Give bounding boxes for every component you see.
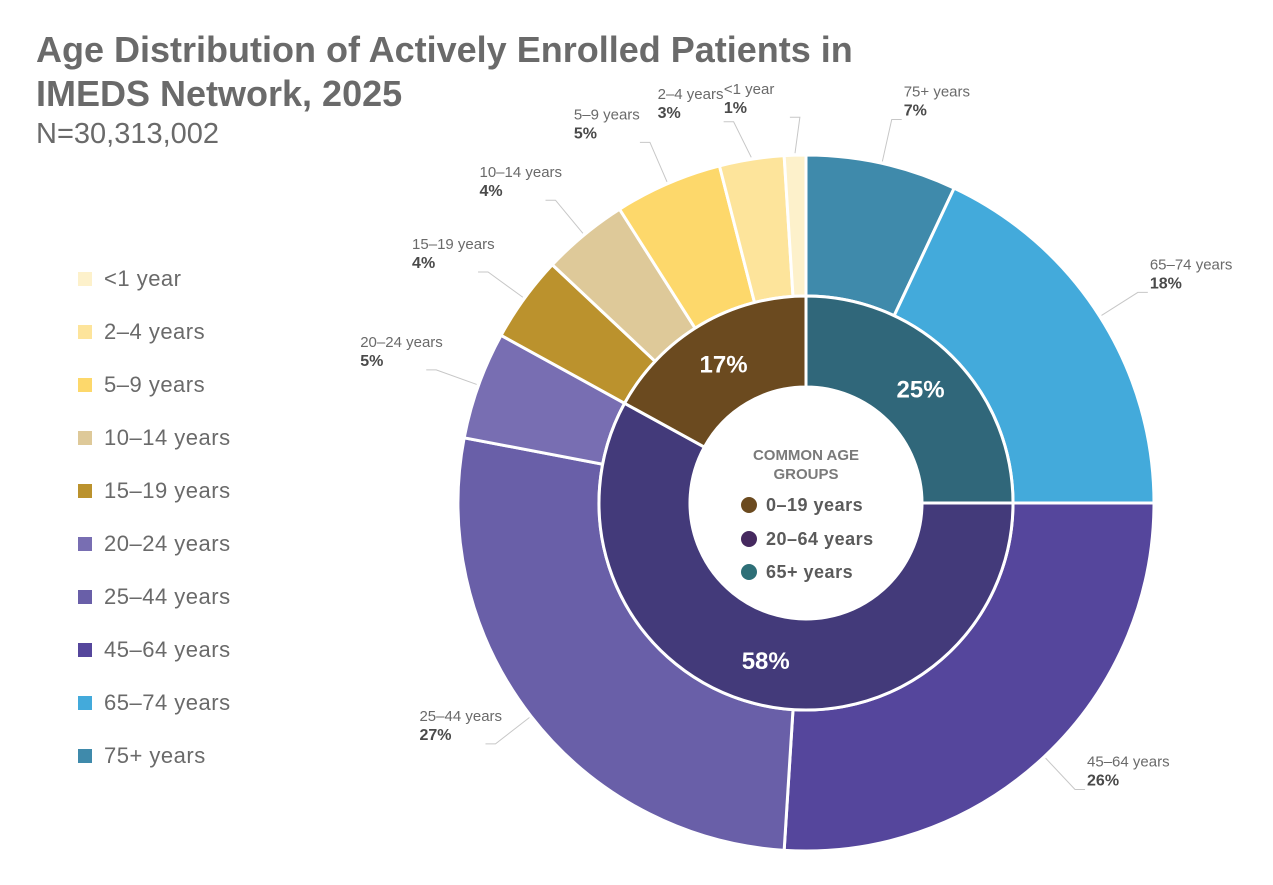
center-item-label: 65+ years <box>766 562 853 582</box>
outer-slice-pct: 18% <box>1150 275 1182 292</box>
center-title-line2: GROUPS <box>773 466 838 483</box>
center-title-line1: COMMON AGE <box>753 447 859 464</box>
inner-slice <box>804 294 1015 505</box>
legend-item: <1 year <box>78 252 231 305</box>
leader-line <box>723 121 752 158</box>
legend-swatch <box>78 695 92 710</box>
legend-item: 15–19 years <box>78 464 231 517</box>
leader-line <box>485 717 530 745</box>
chart-subtitle: N=30,313,002 <box>36 118 220 150</box>
chart-title: Age Distribution of Actively Enrolled Pa… <box>36 29 853 114</box>
center-item-dot <box>741 531 757 547</box>
legend-item: 20–24 years <box>78 517 231 570</box>
legend-label: 65–74 years <box>104 689 231 715</box>
outer-slice-pct: 5% <box>360 353 383 370</box>
leader-line <box>789 116 801 154</box>
center-item-dot <box>741 564 757 580</box>
outer-slice-name: 10–14 years <box>479 164 562 181</box>
outer-slice-pct: 7% <box>904 102 927 119</box>
legend-label: 75+ years <box>104 742 206 768</box>
leader-line <box>1045 757 1086 790</box>
inner-slice-label: 25% <box>897 376 945 403</box>
outer-slice-pct: 4% <box>479 183 502 200</box>
legend-swatch <box>78 536 92 551</box>
outer-slice-pct: 1% <box>724 100 747 117</box>
outer-slice-name: 25–44 years <box>419 708 502 725</box>
legend-label: 15–19 years <box>104 477 231 503</box>
legend-swatch <box>78 271 92 286</box>
outer-slice-name: <1 year <box>724 81 774 98</box>
slice-labels: 25% 58% 17% 75+ years 7% 65–74 years 18% 45–64 … <box>360 81 1232 789</box>
outer-slice-name: 15–19 years <box>412 236 495 253</box>
center-legend: COMMON AGE GROUPS 0–19 years 20–64 years… <box>741 447 874 582</box>
leader-line <box>545 199 584 234</box>
outer-slice-pct: 26% <box>1087 772 1119 789</box>
inner-slice <box>597 401 1015 712</box>
legend-swatch <box>78 748 92 763</box>
center-item-label: 0–19 years <box>766 495 863 515</box>
inner-ring <box>597 294 1015 712</box>
legend-item: 65–74 years <box>78 676 231 729</box>
legend-item: 45–64 years <box>78 623 231 676</box>
legend-item: 25–44 years <box>78 570 231 623</box>
legend-label: 10–14 years <box>104 424 231 450</box>
outer-slice-pct: 5% <box>574 125 597 142</box>
legend-label: 2–4 years <box>104 318 206 344</box>
leader-line <box>639 141 668 182</box>
legend-swatch <box>78 483 92 498</box>
center-item-label: 20–64 years <box>766 529 874 549</box>
legend-swatch <box>78 589 92 604</box>
legend-item: 10–14 years <box>78 411 231 464</box>
center-item-dot <box>741 497 757 513</box>
legend-swatch <box>78 324 92 339</box>
outer-slice-pct: 3% <box>658 105 681 122</box>
legend-swatch <box>78 377 92 392</box>
legend-label: 25–44 years <box>104 583 231 609</box>
outer-slice-name: 45–64 years <box>1087 753 1170 770</box>
outer-slice-pct: 27% <box>419 727 451 744</box>
legend-swatch <box>78 430 92 445</box>
outer-slice-pct: 4% <box>412 255 435 272</box>
outer-slice-name: 65–74 years <box>1150 256 1233 273</box>
leader-line <box>478 271 524 298</box>
legend-label: 20–24 years <box>104 530 231 556</box>
inner-slice-label: 58% <box>742 648 790 675</box>
inner-slice-label: 17% <box>700 352 748 379</box>
outer-slice-name: 2–4 years <box>658 86 724 103</box>
outer-slice-name: 75+ years <box>904 83 970 100</box>
outer-slice-name: 20–24 years <box>360 334 443 351</box>
leader-line <box>1101 291 1148 316</box>
legend-label: <1 year <box>104 265 182 291</box>
legend-label: 45–64 years <box>104 636 231 662</box>
leader-line <box>881 118 902 162</box>
outer-ring <box>456 153 1156 853</box>
legend-item: 5–9 years <box>78 358 231 411</box>
outer-slice-name: 5–9 years <box>574 106 640 123</box>
legend-swatch <box>78 642 92 657</box>
inner-slice <box>622 294 808 450</box>
legend-item: 75+ years <box>78 729 231 782</box>
leader-lines <box>426 116 1148 790</box>
legend-item: 2–4 years <box>78 305 231 358</box>
legend: <1 year 2–4 years 5–9 years 10–14 years … <box>78 252 231 782</box>
legend-label: 5–9 years <box>104 371 206 397</box>
leader-line <box>426 369 477 385</box>
